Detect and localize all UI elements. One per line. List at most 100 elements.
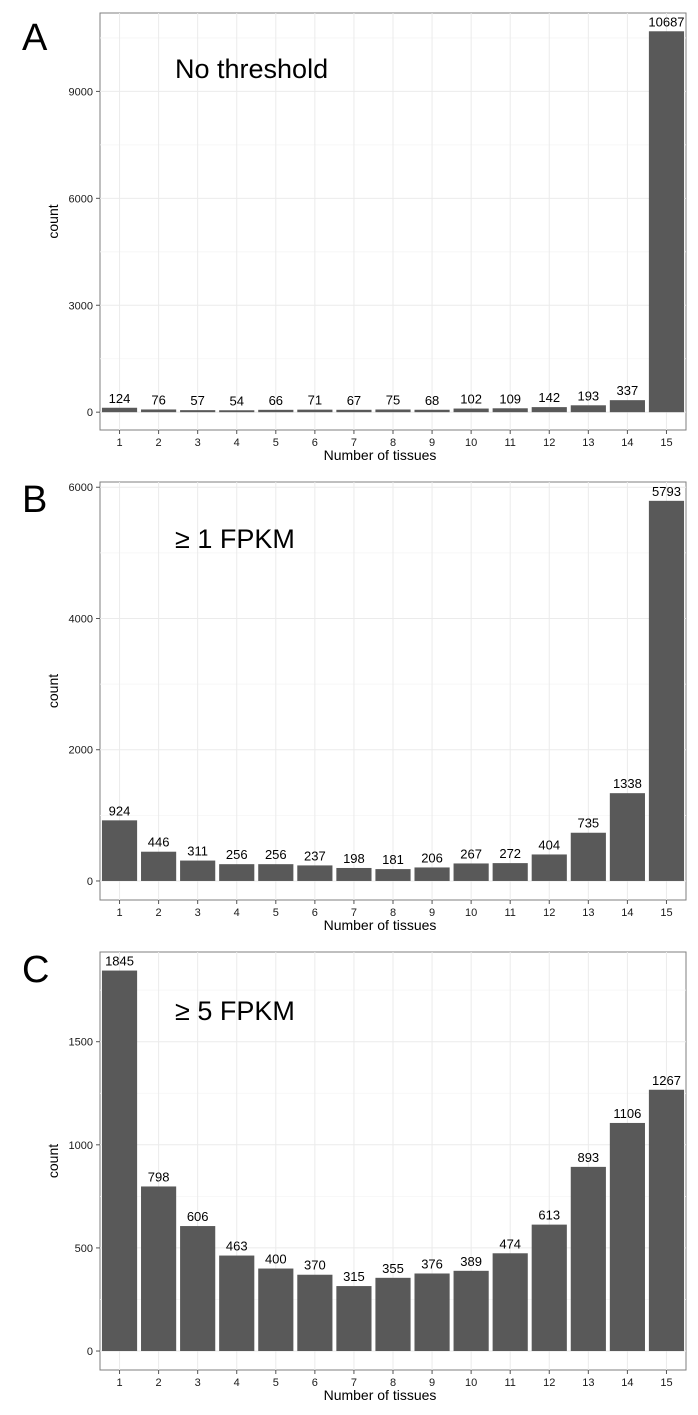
bar: [258, 864, 294, 881]
y-tick-label: 4000: [69, 613, 93, 625]
bar-value-label: 109: [499, 391, 521, 406]
x-axis-title: Number of tissues: [324, 917, 437, 933]
x-tick-label: 12: [543, 437, 555, 449]
x-tick-label: 12: [543, 1377, 555, 1389]
bar-value-label: 613: [538, 1208, 560, 1223]
x-tick-label: 14: [621, 907, 633, 919]
bar: [336, 1286, 372, 1352]
x-tick-label: 2: [156, 1377, 162, 1389]
x-tick-label: 5: [273, 907, 279, 919]
bar-value-label: 389: [460, 1254, 482, 1269]
y-tick-label: 0: [87, 407, 93, 419]
bar-value-label: 181: [382, 852, 404, 867]
bar: [141, 409, 177, 413]
bar: [453, 863, 489, 881]
x-tick-label: 2: [156, 907, 162, 919]
x-tick-label: 5: [273, 437, 279, 449]
bar-value-label: 1338: [613, 776, 642, 791]
bar-value-label: 54: [229, 393, 243, 408]
threshold-annotation: ≥ 1 FPKM: [175, 524, 295, 554]
bar-value-label: 315: [343, 1269, 365, 1284]
bar-value-label: 400: [265, 1252, 287, 1267]
x-tick-label: 14: [621, 437, 633, 449]
x-tick-label: 15: [660, 437, 672, 449]
panel-letter: C: [22, 949, 49, 991]
panel-letter: B: [22, 479, 47, 521]
y-tick-label: 6000: [69, 482, 93, 494]
x-tick-label: 8: [390, 907, 396, 919]
x-tick-label: 4: [234, 437, 240, 449]
bar: [297, 409, 333, 413]
threshold-annotation: ≥ 5 FPKM: [175, 996, 295, 1026]
x-tick-label: 9: [429, 437, 435, 449]
bar: [375, 1277, 411, 1352]
bar-value-label: 1267: [652, 1073, 681, 1088]
y-axis-title: count: [45, 1144, 61, 1178]
x-tick-label: 2: [156, 437, 162, 449]
bar-value-label: 893: [577, 1150, 599, 1165]
x-tick-label: 13: [582, 1377, 594, 1389]
y-tick-label: 6000: [69, 193, 93, 205]
bar: [297, 1274, 333, 1352]
bar-value-label: 71: [308, 393, 322, 408]
bar-value-label: 76: [151, 392, 165, 407]
bar-value-label: 376: [421, 1256, 443, 1271]
bar-value-label: 924: [109, 803, 131, 818]
y-tick-label: 9000: [69, 86, 93, 98]
bar: [375, 869, 411, 881]
threshold-annotation: No threshold: [175, 54, 328, 84]
bar-value-label: 311: [187, 844, 208, 859]
x-tick-label: 8: [390, 437, 396, 449]
x-tick-label: 6: [312, 1377, 318, 1389]
bar-value-label: 142: [538, 390, 560, 405]
y-tick-label: 3000: [69, 300, 93, 312]
bar-value-label: 124: [109, 391, 131, 406]
x-tick-label: 13: [582, 907, 594, 919]
bar-value-label: 1106: [613, 1106, 641, 1121]
bar-value-label: 735: [577, 816, 599, 831]
y-tick-label: 1000: [69, 1140, 93, 1152]
bar: [219, 864, 255, 881]
bar-value-label: 446: [148, 835, 170, 850]
bar: [648, 500, 685, 881]
x-tick-label: 3: [195, 907, 201, 919]
x-tick-label: 10: [465, 1377, 477, 1389]
bar: [219, 1255, 255, 1352]
bar-value-label: 102: [460, 392, 482, 407]
bar-value-label: 272: [499, 846, 521, 861]
x-tick-label: 13: [582, 437, 594, 449]
x-tick-label: 5: [273, 1377, 279, 1389]
y-tick-label: 1500: [69, 1037, 93, 1049]
x-tick-label: 12: [543, 907, 555, 919]
y-tick-label: 500: [75, 1243, 93, 1255]
x-tick-label: 15: [660, 1377, 672, 1389]
bar: [180, 860, 216, 881]
x-tick-label: 8: [390, 1377, 396, 1389]
bar-value-label: 404: [538, 837, 560, 852]
y-axis-title: count: [45, 674, 61, 708]
bar-value-label: 256: [226, 847, 248, 862]
x-tick-label: 1: [116, 1377, 122, 1389]
x-tick-label: 7: [351, 907, 357, 919]
bar: [531, 854, 567, 881]
bar: [648, 31, 685, 413]
x-tick-label: 11: [504, 907, 515, 919]
bar: [492, 1253, 528, 1352]
bar: [414, 409, 450, 413]
y-axis-title: count: [45, 204, 61, 238]
x-tick-label: 9: [429, 1377, 435, 1389]
bar-value-label: 198: [343, 851, 365, 866]
bar: [648, 1089, 685, 1352]
bar-value-label: 67: [347, 393, 361, 408]
bar-value-label: 193: [577, 388, 599, 403]
bar-value-label: 337: [617, 383, 639, 398]
bar: [336, 867, 372, 881]
x-tick-label: 10: [465, 907, 477, 919]
bar: [570, 405, 606, 413]
y-tick-label: 2000: [69, 745, 93, 757]
bar-value-label: 237: [304, 848, 326, 863]
x-tick-label: 3: [195, 1377, 201, 1389]
bar-value-label: 463: [226, 1239, 248, 1254]
